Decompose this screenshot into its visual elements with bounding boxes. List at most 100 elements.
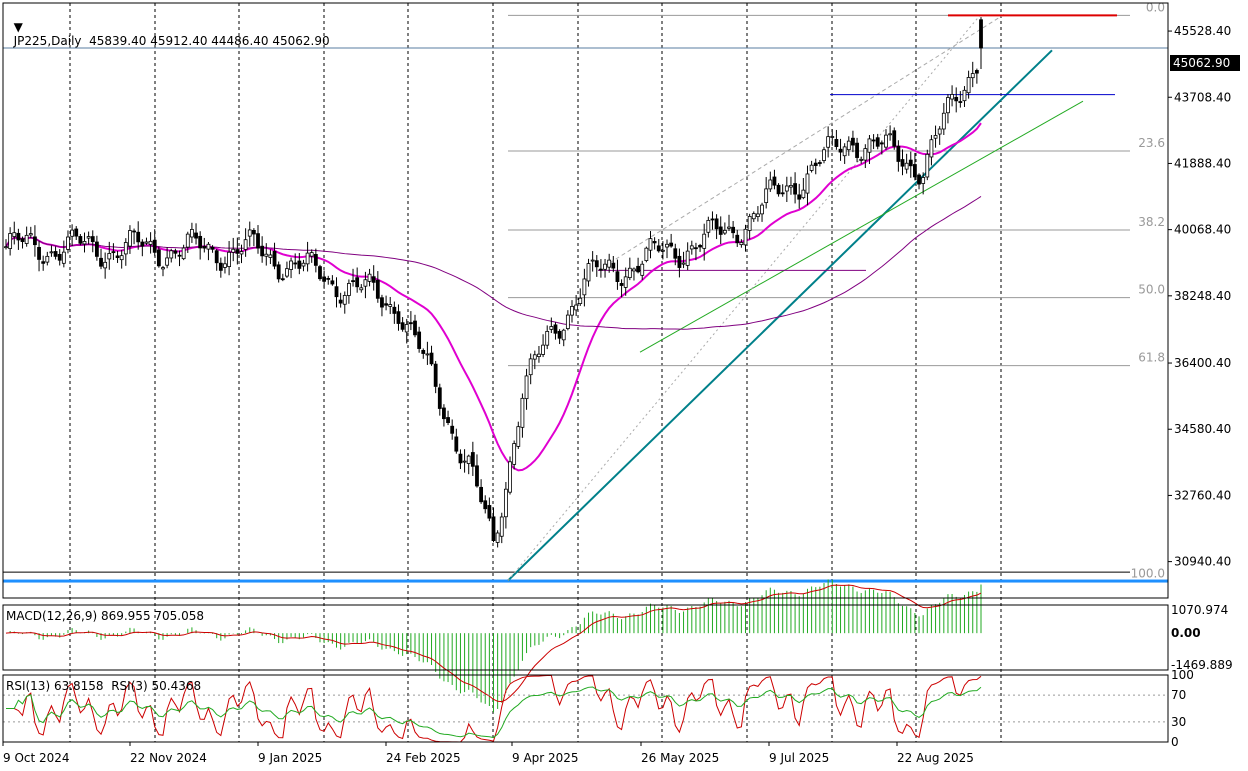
time-tick-label-4: 9 Apr 2025	[512, 751, 579, 765]
candle-body-135	[561, 329, 566, 341]
candle-body-90	[375, 279, 380, 299]
candle-body-86	[359, 287, 364, 291]
candle-body-177	[735, 234, 740, 244]
candle-body-35	[148, 240, 153, 245]
candle-body-228	[946, 97, 950, 114]
candle-body-154	[640, 263, 645, 276]
candle-body-213	[884, 134, 888, 148]
candle-body-161	[669, 242, 674, 247]
candle-body-151	[627, 267, 632, 279]
macd-frame	[2, 604, 1169, 671]
candle-body-97	[404, 324, 409, 333]
candle-body-225	[933, 135, 938, 139]
candle-body-185	[768, 179, 773, 190]
candle-body-103	[429, 352, 434, 365]
candle-body-113	[470, 452, 475, 467]
candle-body-183	[760, 204, 764, 215]
fibonacci-levels: 0.0 23.6 38.2 50.0 61.8 100.0	[3, 0, 1168, 583]
current-price-badge: 45062.90	[1170, 55, 1240, 71]
price-tick-label-2: 41888.40	[1174, 156, 1231, 170]
candle-body-120	[499, 516, 504, 537]
fib-label-1: 23.6	[1138, 136, 1165, 150]
candle-body-191	[793, 183, 797, 195]
candle-body-1	[8, 233, 13, 249]
candle-body-188	[780, 192, 785, 195]
green-trend-line	[639, 100, 1084, 353]
candle-body-220	[912, 164, 917, 178]
candle-body-70	[293, 262, 298, 265]
candle-body-94	[392, 306, 397, 314]
candle-body-190	[789, 185, 793, 188]
candle-body-106	[442, 407, 446, 420]
candle-body-101	[421, 350, 426, 354]
candle-body-22	[94, 241, 99, 257]
candle-body-4	[20, 238, 25, 242]
candle-body-229	[950, 94, 954, 100]
symbol-ohlc-label: JP225,Daily 45839.40 45912.40 44486.40 4…	[13, 34, 330, 48]
candle-body-46	[194, 232, 198, 239]
candle-body-174	[722, 230, 727, 234]
candle-body-159	[660, 249, 665, 252]
candle-body-223	[925, 153, 930, 178]
candle-body-165	[685, 250, 690, 266]
candle-body-39	[165, 257, 170, 266]
candle-body-205	[851, 137, 855, 146]
candle-body-93	[388, 304, 393, 307]
ma-fast-line	[5, 122, 982, 472]
candle-body-155	[644, 247, 649, 262]
candle-body-215	[892, 130, 897, 147]
candle-body-136	[565, 314, 570, 329]
candle-body-45	[190, 229, 194, 238]
main-uptrend-line	[507, 49, 1053, 582]
candle-body-104	[433, 363, 438, 387]
candle-body-3	[16, 232, 21, 241]
candle-body-30	[128, 230, 132, 247]
candle-body-40	[169, 250, 174, 259]
candle-body-176	[731, 226, 736, 234]
rsi-tick-label-3: 0	[1171, 735, 1179, 749]
candle-body-68	[285, 268, 289, 277]
candle-body-7	[33, 236, 37, 246]
candle-body-236	[979, 19, 983, 49]
candle-body-15	[66, 236, 70, 250]
candle-body-59	[247, 229, 252, 237]
candlesticks	[4, 17, 983, 548]
candle-body-64	[268, 254, 273, 258]
macd-label: MACD(12,26,9) 869.955 705.058	[6, 609, 205, 623]
candle-body-18	[78, 236, 83, 244]
candle-body-216	[896, 145, 901, 162]
candle-body-202	[838, 148, 843, 153]
rsi-3-line	[6, 674, 982, 743]
candle-body-26	[111, 251, 116, 254]
candle-body-181	[751, 213, 756, 220]
candle-body-121	[503, 488, 508, 518]
candle-body-23	[99, 257, 103, 267]
candle-body-117	[487, 505, 492, 519]
candle-body-76	[318, 266, 322, 280]
candle-body-81	[338, 299, 343, 304]
candle-body-31	[132, 230, 136, 233]
candle-body-171	[710, 218, 715, 221]
candle-body-5	[24, 234, 29, 244]
candle-body-14	[61, 251, 66, 264]
candle-body-204	[846, 140, 851, 151]
candle-body-6	[28, 233, 33, 236]
candle-body-78	[326, 278, 331, 280]
candle-body-56	[235, 249, 240, 254]
candle-body-32	[136, 231, 141, 243]
candle-body-186	[772, 176, 777, 186]
candle-body-47	[198, 235, 203, 249]
trend-lines	[507, 13, 1117, 582]
candle-body-194	[805, 173, 810, 194]
price-tick-label-5: 36400.40	[1174, 356, 1231, 370]
dropdown-triangle-icon[interactable]: ▼	[13, 20, 23, 34]
fib-label-5: 100.0	[1131, 566, 1165, 580]
candle-body-16	[70, 229, 75, 237]
candle-body-211	[875, 137, 880, 147]
candle-body-80	[334, 286, 339, 298]
candle-body-27	[115, 255, 120, 258]
candle-body-107	[446, 417, 450, 423]
candle-body-111	[462, 460, 467, 463]
candle-body-224	[929, 139, 934, 158]
